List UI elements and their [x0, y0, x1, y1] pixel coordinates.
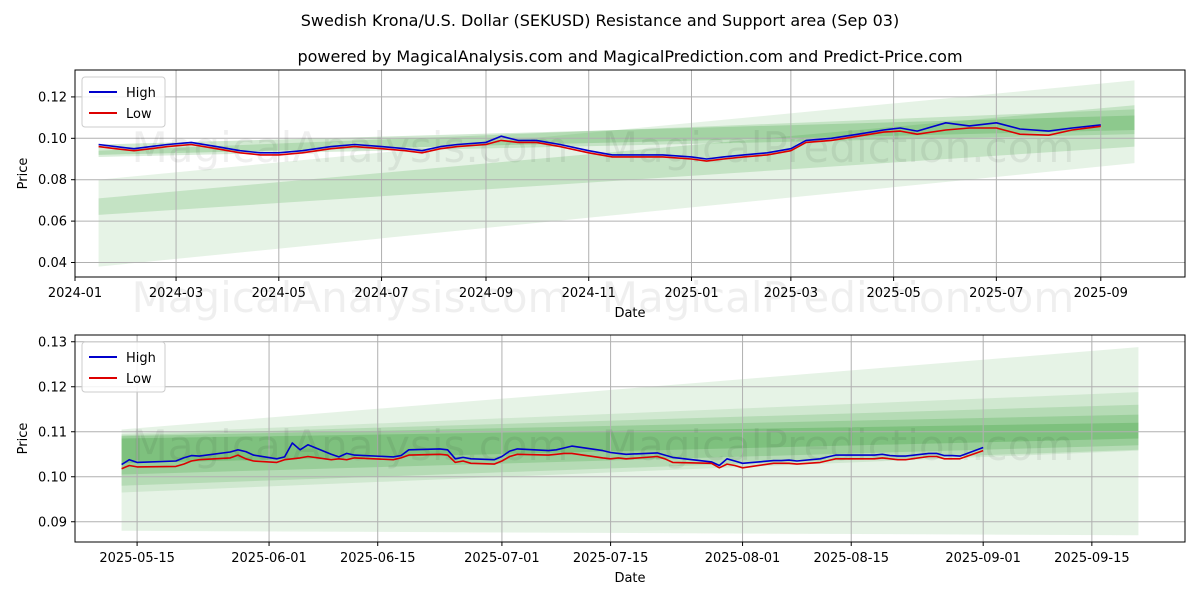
- top-legend: High Low: [81, 76, 166, 128]
- top-axes-frame: [74, 69, 1186, 278]
- top-watermark-2: MagicalAnalysis.com: [132, 273, 569, 322]
- bottom-xtick-label-5: 2025-08-01: [705, 551, 781, 566]
- bottom-xtick-label-1: 2025-06-01: [231, 551, 307, 566]
- top-band-0: [98, 80, 1135, 267]
- bottom-xlabel: Date: [614, 571, 645, 586]
- bottom-ytick-label-1: 0.10: [38, 470, 67, 485]
- top-grid: [74, 70, 1185, 277]
- top-xtick-label-2: 2024-05: [252, 286, 306, 301]
- bottom-xtick-label-2: 2025-06-15: [340, 551, 416, 566]
- top-xtick-label-10: 2025-09: [1074, 286, 1128, 301]
- top-legend-box: [81, 76, 166, 128]
- top-ytick-label-1: 0.06: [38, 215, 67, 230]
- top-series: [98, 122, 1101, 162]
- top-xlabel: Date: [614, 306, 645, 321]
- bottom-series: [121, 442, 984, 470]
- bottom-band-2: [121, 404, 1139, 486]
- top-watermark-1: MagicalPrediction.com: [602, 123, 1075, 172]
- chart-subtitle: powered by MagicalAnalysis.com and Magic…: [297, 47, 962, 66]
- bottom-xtick-label-7: 2025-09-01: [945, 551, 1021, 566]
- top-watermark-3: MagicalPrediction.com: [602, 273, 1075, 322]
- top-ylabel: Price: [16, 158, 31, 190]
- bottom-xtick-label-8: 2025-09-15: [1054, 551, 1130, 566]
- bottom-ytick-label-4: 0.13: [38, 335, 67, 350]
- top-ytick-label-2: 0.08: [38, 173, 67, 188]
- top-xtick-label-4: 2024-09: [459, 286, 513, 301]
- top-ytick-label-3: 0.10: [38, 132, 67, 147]
- bottom-xtick-label-4: 2025-07-15: [573, 551, 649, 566]
- bottom-band-4: [121, 422, 1139, 464]
- bottom-panel: MagicalAnalysis.com MagicalPrediction.com…: [16, 334, 1186, 586]
- bottom-series-low-line: [121, 449, 984, 470]
- bottom-ytick-label-2: 0.11: [38, 425, 67, 440]
- bottom-band-1: [121, 392, 1139, 493]
- bottom-ylabel: Price: [16, 423, 31, 455]
- top-legend-label-high: High: [126, 86, 156, 101]
- bottom-legend-label-low: Low: [126, 372, 152, 387]
- top-xtick-label-1: 2024-03: [149, 286, 203, 301]
- bottom-legend-label-high: High: [126, 351, 156, 366]
- bottom-xtick-label-0: 2025-05-15: [99, 551, 175, 566]
- top-support-resistance-bands: [98, 80, 1135, 267]
- bottom-axes-frame: [74, 334, 1186, 543]
- bottom-band-0: [121, 347, 1139, 536]
- bottom-legend: High Low: [81, 341, 166, 393]
- top-xtick-label-8: 2025-05: [866, 286, 920, 301]
- bottom-ytick-label-3: 0.12: [38, 380, 67, 395]
- chart-title: Swedish Krona/U.S. Dollar (SEKUSD) Resis…: [301, 11, 899, 30]
- top-xtick-label-7: 2025-03: [764, 286, 818, 301]
- top-panel: MagicalAnalysis.com MagicalPrediction.com…: [16, 69, 1186, 322]
- top-xtick-label-6: 2025-01: [664, 286, 718, 301]
- top-series-high-line: [98, 122, 1101, 160]
- top-xtick-label-0: 2024-01: [48, 286, 102, 301]
- top-xtick-label-3: 2024-07: [354, 286, 408, 301]
- bottom-legend-box: [81, 341, 166, 393]
- top-ytick-label-0: 0.04: [38, 256, 67, 271]
- top-legend-label-low: Low: [126, 107, 152, 122]
- top-xtick-label-9: 2025-07: [969, 286, 1023, 301]
- top-ytick-label-4: 0.12: [38, 90, 67, 105]
- bottom-grid: [75, 335, 1185, 542]
- bottom-watermark-0: MagicalAnalysis.com: [132, 421, 569, 470]
- top-xtick-label-5: 2024-11: [562, 286, 616, 301]
- bottom-xtick-label-6: 2025-08-15: [813, 551, 889, 566]
- bottom-series-high-line: [121, 442, 984, 467]
- bottom-ytick-label-0: 0.09: [38, 515, 67, 530]
- bottom-xtick-label-3: 2025-07-01: [464, 551, 540, 566]
- top-series-low-line: [98, 125, 1101, 162]
